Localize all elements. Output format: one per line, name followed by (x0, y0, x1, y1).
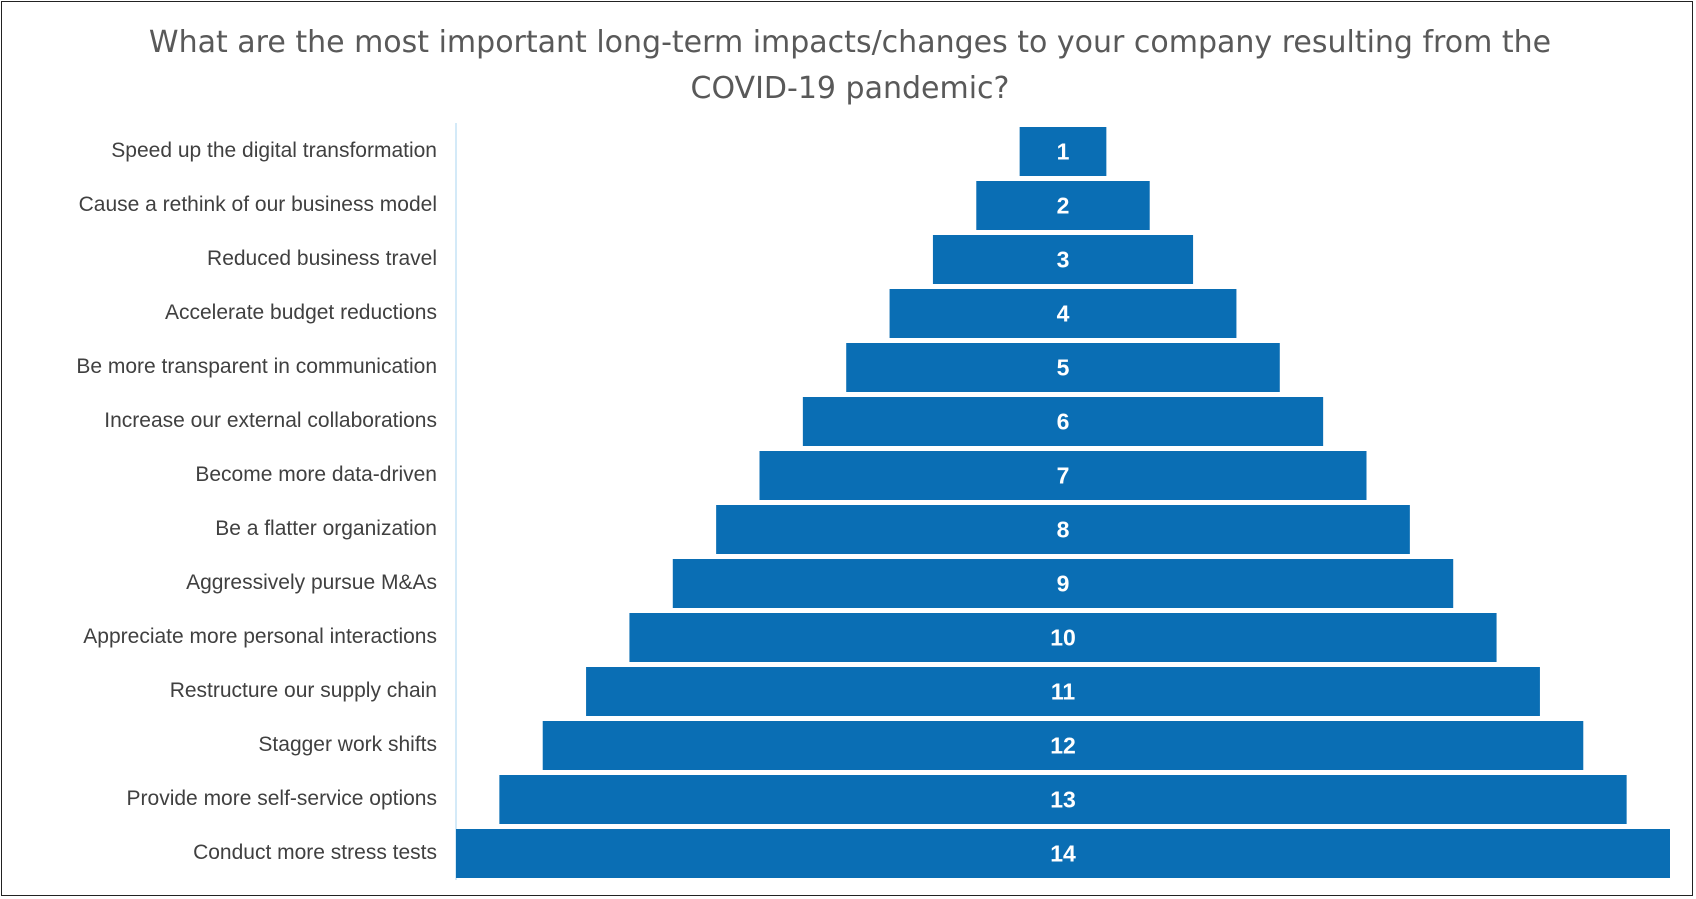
value-label: 8 (1057, 517, 1070, 543)
bar (542, 721, 1584, 770)
category-label: Conduct more stress tests (193, 841, 437, 864)
category-label: Become more data-driven (195, 463, 437, 486)
value-label: 10 (1050, 625, 1076, 651)
bar (889, 289, 1237, 338)
value-label: 13 (1050, 787, 1076, 813)
bar (586, 667, 1540, 716)
value-label: 14 (1050, 841, 1076, 867)
bar (802, 397, 1324, 446)
category-label: Appreciate more personal interactions (83, 625, 437, 648)
bar (629, 613, 1497, 662)
category-label: Speed up the digital transformation (111, 139, 437, 162)
bar (499, 775, 1627, 824)
chart-title: What are the most important long-term im… (148, 25, 1552, 106)
category-label: Restructure our supply chain (170, 679, 437, 702)
bar (1019, 127, 1107, 176)
bar (716, 505, 1410, 554)
category-label: Cause a rethink of our business model (79, 193, 437, 216)
value-label: 4 (1057, 301, 1070, 327)
category-label: Be a flatter organization (215, 517, 437, 540)
value-label: 5 (1057, 355, 1070, 381)
value-label: 7 (1057, 463, 1070, 489)
bar (846, 343, 1280, 392)
category-label: Increase our external collaborations (104, 409, 437, 432)
category-label: Accelerate budget reductions (165, 301, 437, 324)
value-label: 11 (1051, 679, 1076, 705)
category-label: Reduced business travel (207, 247, 437, 270)
bar (976, 181, 1150, 230)
bar (672, 559, 1454, 608)
value-label: 12 (1050, 733, 1076, 759)
value-label: 9 (1057, 571, 1070, 597)
value-label: 6 (1057, 409, 1070, 435)
bar (456, 829, 1670, 878)
category-label: Stagger work shifts (258, 733, 437, 756)
category-label: Provide more self-service options (127, 787, 437, 810)
bar (932, 235, 1194, 284)
category-label: Be more transparent in communication (76, 355, 437, 378)
value-label: 3 (1057, 247, 1070, 273)
bar (759, 451, 1367, 500)
category-label: Aggressively pursue M&As (186, 571, 437, 594)
value-label: 1 (1057, 139, 1070, 165)
value-label: 2 (1057, 193, 1070, 219)
